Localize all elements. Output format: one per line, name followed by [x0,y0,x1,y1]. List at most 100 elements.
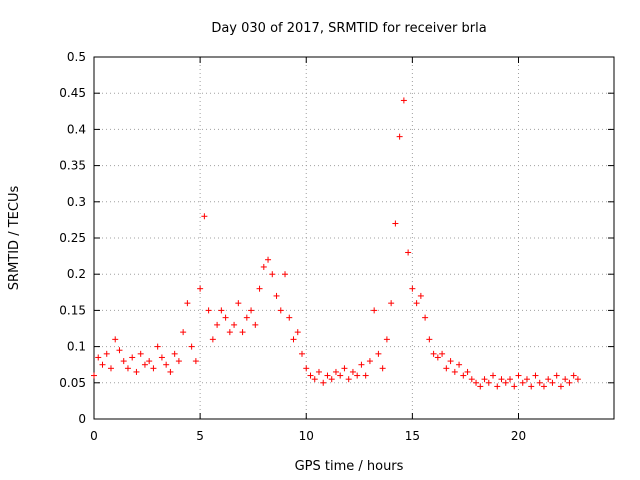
data-point [256,285,263,292]
data-point [502,379,509,386]
y-axis-label: SRMTID / TECUs [7,186,22,291]
data-point [197,285,204,292]
data-point [354,372,361,379]
data-point [409,285,416,292]
data-point [248,307,255,314]
data-point [540,383,547,390]
data-point [383,336,390,343]
data-point [396,133,403,140]
data-point [324,372,331,379]
data-point [545,376,552,383]
data-point [405,249,412,256]
y-tick-label: 0.35 [59,159,86,173]
data-point [129,354,136,361]
data-point [481,376,488,383]
data-point [477,383,484,390]
data-point [430,350,437,357]
data-point [91,372,97,379]
data-point [116,347,123,354]
data-point [557,383,564,390]
data-point [188,343,195,350]
y-tick-label: 0.25 [59,231,86,245]
data-point [150,365,157,372]
data-point [371,307,378,314]
data-point [574,376,581,383]
y-tick-label: 0.45 [59,86,86,100]
y-tick-label: 0.05 [59,376,86,390]
data-point [498,376,505,383]
data-point [235,300,242,307]
data-point [226,329,233,336]
x-tick-label: 10 [299,429,314,443]
y-tick-label: 0.4 [67,122,86,136]
axis-ticks: 0 0.05 0.1 0.15 0.2 0.25 0.3 0.35 0.4 0.45 0.5 0 5 10… [59,50,614,443]
data-points [91,97,581,390]
data-point [299,350,305,357]
data-point [468,376,475,383]
data-point [460,372,467,379]
data-point [490,372,497,379]
data-point [536,379,543,386]
data-point [133,368,140,375]
data-point [349,368,356,375]
data-point [167,368,174,375]
data-point [400,97,407,104]
data-point [494,383,501,390]
y-tick-label: 0.15 [59,303,86,317]
data-point [311,376,318,383]
data-point [158,354,165,361]
data-point [528,383,535,390]
data-point [375,350,382,357]
x-tick-label: 0 [90,429,98,443]
x-axis-label: GPS time / hours [295,459,404,474]
data-point [332,368,339,375]
data-point [260,263,267,270]
data-point [277,307,284,314]
data-point [282,271,289,278]
y-tick-label: 0.2 [67,267,86,281]
data-point [358,361,365,368]
data-point [315,368,322,375]
data-point [112,336,119,343]
data-point [507,376,513,383]
chart-title: Day 030 of 2017, SRMTID for receiver brl… [211,21,486,36]
data-point [222,314,229,321]
data-point [337,372,344,379]
data-point [103,350,110,357]
data-point [422,314,429,321]
data-point [515,372,522,379]
data-point [485,379,492,386]
data-point [392,220,399,227]
data-point [231,321,238,328]
data-point [95,354,102,361]
data-point [218,307,225,314]
data-point [320,379,327,386]
data-point [175,358,182,365]
data-point [269,271,276,278]
data-point [328,376,335,383]
data-point [265,256,272,263]
data-point [451,368,458,375]
data-point [511,383,518,390]
data-point [107,365,114,372]
data-point [379,365,386,372]
data-point [447,358,454,365]
data-point [124,365,131,372]
y-tick-label: 0.5 [67,50,86,64]
data-point [146,358,153,365]
data-point [532,372,539,379]
data-point [286,314,293,321]
data-point [341,365,348,372]
data-point [294,329,301,336]
data-point [566,379,573,386]
data-point [184,300,191,307]
data-point [388,300,395,307]
data-point [443,365,450,372]
grid [94,57,614,419]
data-point [345,376,352,383]
y-tick-label: 0.3 [67,195,86,209]
data-point [434,354,441,361]
x-tick-label: 20 [511,429,526,443]
y-tick-label: 0 [78,412,86,426]
